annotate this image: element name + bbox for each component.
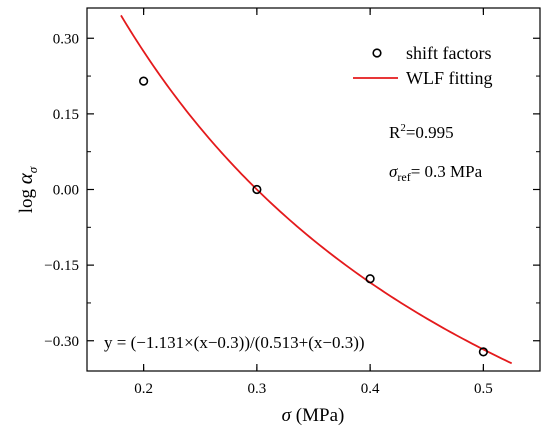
wlf-fitting-curve xyxy=(120,14,513,365)
shift-factor-point xyxy=(365,274,375,284)
x-tick-label: 0.2 xyxy=(134,381,153,397)
x-axis-label: σ (MPa) xyxy=(282,405,345,426)
y-tick-label: −0.15 xyxy=(44,258,79,274)
y-axis-label: log ασ xyxy=(13,166,40,213)
legend: shift factors WLF fitting xyxy=(353,43,493,88)
shift-factor-point xyxy=(478,347,488,357)
x-tick-label: 0.3 xyxy=(248,381,267,397)
y-tick-label: 0.00 xyxy=(53,183,79,199)
data-points-group xyxy=(139,76,488,357)
shift-factor-point xyxy=(139,76,149,86)
y-tick-label: 0.30 xyxy=(53,31,79,47)
y-axis-ticks: 0.30 0.15 0.00 −0.15 −0.30 xyxy=(44,31,540,350)
x-axis-ticks: 0.2 0.3 0.4 0.5 xyxy=(134,8,493,397)
r-squared-annotation: R2=0.995 xyxy=(389,122,454,142)
legend-label-wlf-fitting: WLF fitting xyxy=(406,68,493,88)
x-tick-label: 0.4 xyxy=(361,381,380,397)
y-tick-label: 0.15 xyxy=(53,107,79,123)
legend-marker-shift-factors xyxy=(372,48,382,58)
shift-factor-point xyxy=(252,184,262,195)
y-tick-label: −0.30 xyxy=(44,334,79,350)
equation-annotation: y = (−1.131×(x−0.3))/(0.513+(x−0.3)) xyxy=(104,333,365,352)
legend-label-shift-factors: shift factors xyxy=(406,43,491,63)
x-tick-label: 0.5 xyxy=(474,381,493,397)
fit-curve-group xyxy=(120,14,513,365)
sigma-ref-annotation: σref= 0.3 MPa xyxy=(389,162,483,184)
